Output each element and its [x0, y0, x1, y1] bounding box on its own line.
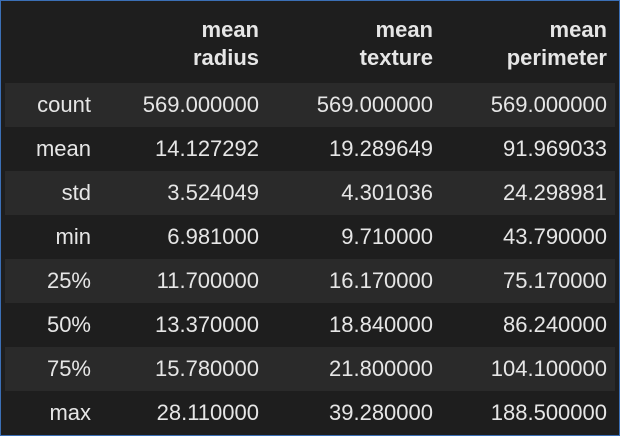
column-header-mean-perimeter: mean perimeter — [441, 5, 615, 83]
column-header-mean-texture: mean texture — [267, 5, 441, 83]
row-label: count — [37, 92, 91, 117]
table-row: count 569.000000 569.000000 569.000000 — [5, 83, 615, 127]
table-cell: 4.301036 — [341, 180, 433, 205]
column-header-line: mean — [201, 17, 259, 42]
row-label: 50% — [46, 312, 91, 337]
table-cell: 569.000000 — [316, 92, 433, 117]
table-row: 25% 11.700000 16.170000 75.170000 — [5, 259, 615, 303]
table-row: max 28.110000 39.280000 188.500000 — [5, 391, 615, 435]
table-row: mean 14.127292 19.289649 91.969033 — [5, 127, 615, 171]
table-cell: 24.298981 — [503, 180, 607, 205]
table-cell: 75.170000 — [503, 268, 607, 293]
row-label: mean — [35, 136, 91, 161]
table-cell: 28.110000 — [156, 400, 259, 425]
table-cell: 21.800000 — [329, 356, 433, 381]
column-header-mean-radius: mean radius — [93, 5, 267, 83]
table-cell: 15.780000 — [155, 356, 259, 381]
table-header: mean radius mean texture mean perimeter — [5, 5, 615, 83]
table-row: 50% 13.370000 18.840000 86.240000 — [5, 303, 615, 347]
table-row: 75% 15.780000 21.800000 104.100000 — [5, 347, 615, 391]
table-cell: 188.500000 — [490, 400, 607, 425]
table-cell: 14.127292 — [155, 136, 259, 161]
table-cell: 91.969033 — [503, 136, 607, 161]
column-header-line: perimeter — [506, 45, 607, 70]
table-cell: 86.240000 — [503, 312, 607, 337]
table-row: min 6.981000 9.710000 43.790000 — [5, 215, 615, 259]
describe-table: mean radius mean texture mean perimeter … — [5, 5, 615, 435]
table-cell: 16.170000 — [329, 268, 433, 293]
index-header-cell — [5, 5, 93, 83]
table-row: std 3.524049 4.301036 24.298981 — [5, 171, 615, 215]
header-row: mean radius mean texture mean perimeter — [5, 5, 615, 83]
row-label: 25% — [46, 268, 91, 293]
table-cell: 11.700000 — [156, 268, 259, 293]
row-label: min — [55, 224, 91, 249]
table-body: count 569.000000 569.000000 569.000000 m… — [5, 83, 615, 435]
column-header-line: mean — [549, 17, 607, 42]
row-label: 75% — [46, 356, 91, 381]
table-cell: 39.280000 — [329, 400, 433, 425]
table-cell: 569.000000 — [142, 92, 259, 117]
column-header-line: radius — [192, 45, 259, 70]
table-cell: 6.981000 — [167, 224, 259, 249]
table-cell: 18.840000 — [329, 312, 433, 337]
table-cell: 569.000000 — [490, 92, 607, 117]
row-label: std — [61, 180, 91, 205]
column-header-line: texture — [359, 45, 433, 70]
table-cell: 3.524049 — [167, 180, 259, 205]
column-header-line: mean — [375, 17, 433, 42]
table-cell: 43.790000 — [503, 224, 607, 249]
table-cell: 104.100000 — [490, 356, 607, 381]
table-cell: 9.710000 — [341, 224, 433, 249]
table-cell: 19.289649 — [329, 136, 433, 161]
row-label: max — [49, 400, 91, 425]
table-cell: 13.370000 — [155, 312, 259, 337]
